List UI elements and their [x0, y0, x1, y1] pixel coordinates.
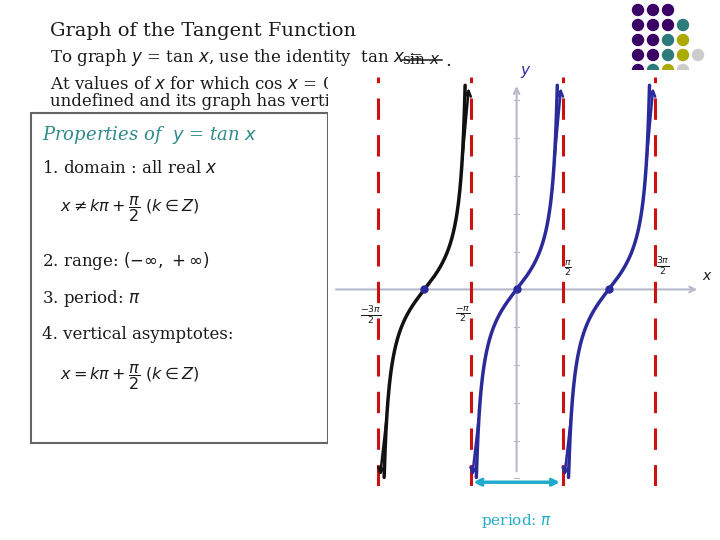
Circle shape [647, 35, 659, 45]
Text: $x$: $x$ [702, 268, 713, 282]
Circle shape [678, 64, 688, 76]
Circle shape [662, 64, 673, 76]
Circle shape [678, 35, 688, 45]
Circle shape [632, 79, 644, 91]
Circle shape [662, 4, 673, 16]
Text: Graph of the Tangent Function: Graph of the Tangent Function [50, 22, 356, 40]
Circle shape [647, 79, 659, 91]
Circle shape [647, 19, 659, 30]
Circle shape [662, 50, 673, 60]
Text: $x \neq k\pi + \dfrac{\pi}{2}\ (k \in Z)$: $x \neq k\pi + \dfrac{\pi}{2}\ (k \in Z)… [60, 194, 199, 224]
Text: $\frac{\pi}{2}$: $\frac{\pi}{2}$ [564, 259, 572, 278]
Circle shape [647, 64, 659, 76]
Text: $\frac{-3\pi}{2}$: $\frac{-3\pi}{2}$ [360, 305, 382, 327]
Circle shape [632, 64, 644, 76]
Text: $x = k\pi + \dfrac{\pi}{2}\ (k \in Z)$: $x = k\pi + \dfrac{\pi}{2}\ (k \in Z)$ [60, 362, 199, 392]
FancyBboxPatch shape [31, 113, 328, 443]
Text: Properties of  $y$ = tan $x$: Properties of $y$ = tan $x$ [42, 124, 258, 146]
Circle shape [632, 19, 644, 30]
Text: undefined and its graph has vertical asymptotes.: undefined and its graph has vertical asy… [50, 93, 461, 110]
Circle shape [693, 50, 703, 60]
Text: 1. domain : all real $x$: 1. domain : all real $x$ [42, 160, 217, 177]
Circle shape [662, 79, 673, 91]
Text: 3. period: $\pi$: 3. period: $\pi$ [42, 288, 140, 309]
Text: period: $\pi$: period: $\pi$ [481, 512, 552, 530]
Circle shape [647, 94, 659, 105]
Text: $\frac{3\pi}{2}$: $\frac{3\pi}{2}$ [657, 256, 670, 278]
Circle shape [632, 50, 644, 60]
Circle shape [662, 19, 673, 30]
Circle shape [632, 110, 644, 120]
Circle shape [662, 35, 673, 45]
Text: To graph $y$ = tan $x$, use the identity  tan $x$ =: To graph $y$ = tan $x$, use the identity… [50, 47, 423, 68]
Circle shape [678, 50, 688, 60]
Text: $y$: $y$ [520, 64, 531, 79]
Circle shape [632, 94, 644, 105]
Circle shape [647, 4, 659, 16]
Circle shape [632, 4, 644, 16]
Text: 2. range: $(-\infty,\, +\infty)$: 2. range: $(-\infty,\, +\infty)$ [42, 250, 210, 272]
Circle shape [632, 35, 644, 45]
Text: At values of $x$ for which cos $x$ = 0, the tangent function is: At values of $x$ for which cos $x$ = 0, … [50, 74, 536, 95]
Text: sin $x$: sin $x$ [402, 52, 441, 67]
Circle shape [647, 50, 659, 60]
Text: $\frac{-\pi}{2}$: $\frac{-\pi}{2}$ [456, 305, 471, 324]
Text: .: . [445, 52, 451, 70]
Text: 4. vertical asymptotes:: 4. vertical asymptotes: [42, 326, 233, 343]
Circle shape [678, 19, 688, 30]
Text: cos $x$: cos $x$ [402, 68, 444, 82]
